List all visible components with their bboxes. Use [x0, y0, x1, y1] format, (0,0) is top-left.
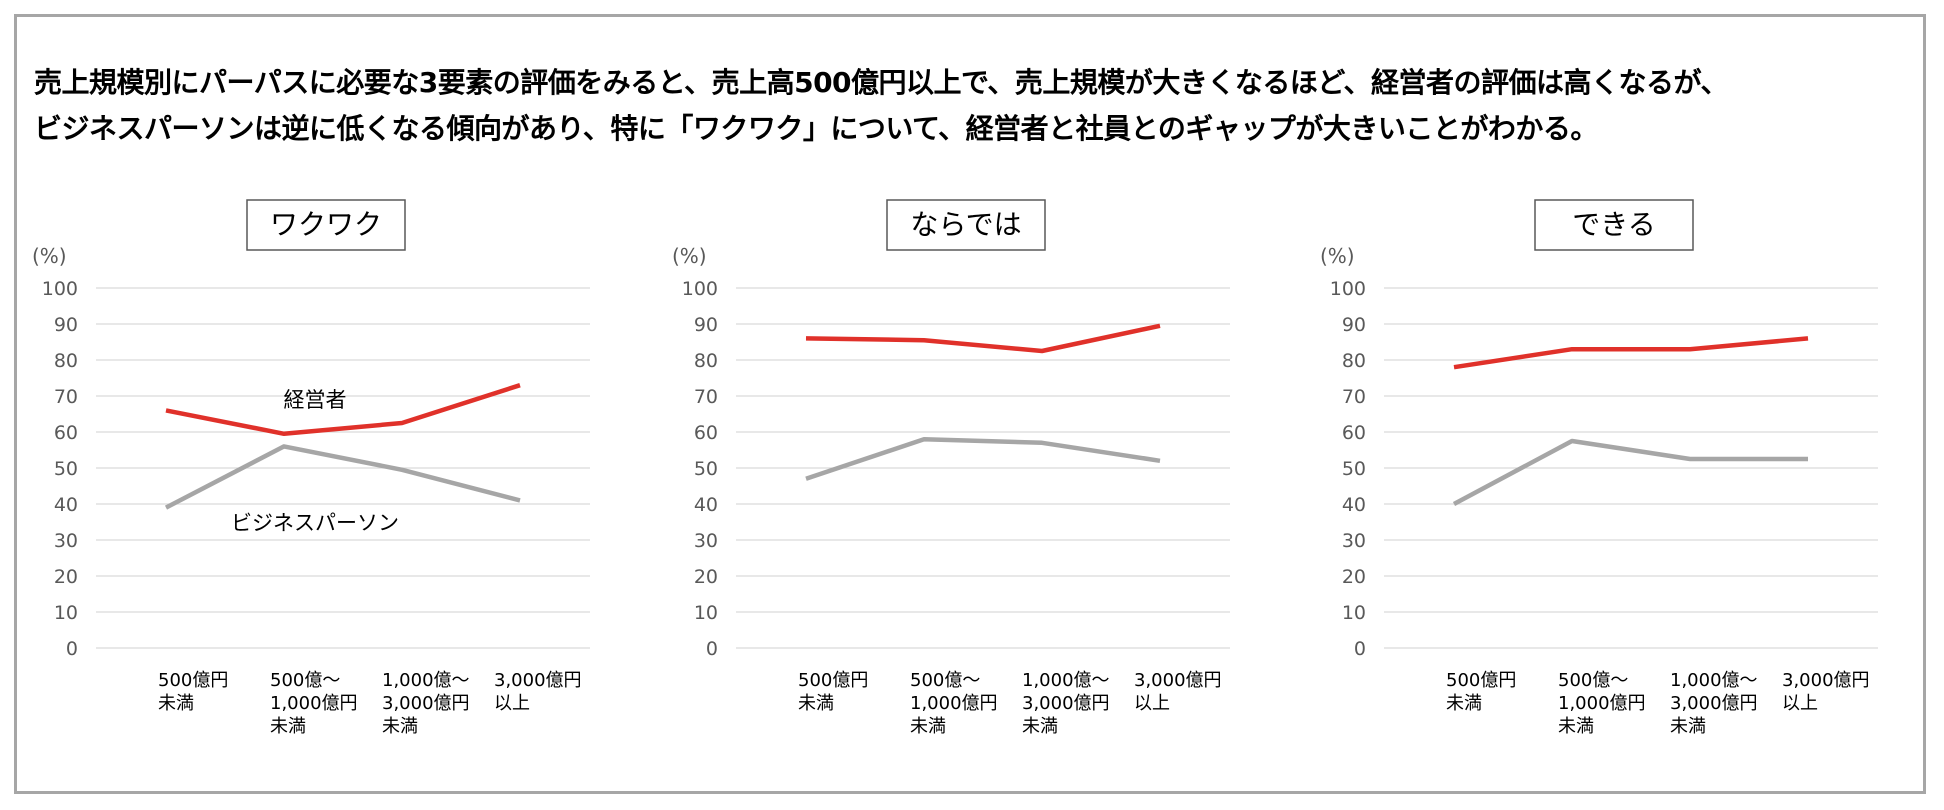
x-category-label: 1,000億円	[1558, 693, 1646, 714]
x-category-label: 1,000億円	[910, 693, 998, 714]
x-category-label: 未満	[1670, 716, 1706, 737]
chart-naradewa: ならでは(%)0102030405060708090100500億円未満500億…	[672, 199, 1230, 737]
chart-title: ならでは	[910, 208, 1021, 241]
y-tick-label: 60	[1342, 422, 1366, 444]
y-tick-label: 50	[54, 458, 78, 480]
y-tick-label: 40	[1342, 494, 1366, 516]
x-category-label: 1,000億～	[1670, 670, 1758, 691]
x-category-label: 未満	[270, 716, 306, 737]
series-label: ビジネスパーソン	[231, 511, 399, 535]
chart-title-box	[1534, 199, 1694, 251]
y-tick-label: 100	[682, 278, 718, 300]
x-category-label: 500億～	[270, 670, 340, 691]
chart-title-box	[886, 199, 1046, 251]
y-axis-unit-label: (%)	[672, 244, 707, 268]
y-tick-label: 60	[694, 422, 718, 444]
series-line-executive	[805, 323, 1161, 354]
y-tick-label: 20	[1342, 566, 1366, 588]
y-tick-label: 0	[706, 638, 718, 660]
series-line-executive	[165, 383, 521, 437]
x-category-label: 未満	[798, 693, 834, 714]
y-axis-unit-label: (%)	[1320, 244, 1355, 268]
y-tick-label: 70	[54, 386, 78, 408]
chart-title: できる	[1572, 208, 1655, 241]
x-category-label: 3,000億円	[494, 670, 582, 691]
x-category-label: 以上	[1134, 693, 1170, 714]
headline-line-1: 売上規模別にパーパスに必要な3要素の評価をみると、売上高500億円以上で、売上規…	[34, 66, 1728, 99]
x-category-label: 未満	[1558, 716, 1594, 737]
x-category-label: 1,000億～	[382, 670, 470, 691]
x-category-label: 以上	[494, 693, 530, 714]
chart-dekiru: できる(%)0102030405060708090100500億円未満500億～…	[1320, 199, 1878, 737]
figure-frame	[14, 14, 1926, 794]
x-category-label: 未満	[382, 716, 418, 737]
y-tick-label: 10	[1342, 602, 1366, 624]
y-tick-label: 20	[54, 566, 78, 588]
x-category-label: 未満	[1022, 716, 1058, 737]
headline-line-2: ビジネスパーソンは逆に低くなる傾向があり、特に「ワクワク」について、経営者と社員…	[34, 112, 1598, 145]
x-category-label: 以上	[1782, 693, 1818, 714]
y-tick-label: 80	[694, 350, 718, 372]
x-category-label: 3,000億円	[382, 693, 470, 714]
y-tick-label: 100	[1330, 278, 1366, 300]
y-tick-label: 80	[1342, 350, 1366, 372]
y-tick-label: 90	[1342, 314, 1366, 336]
y-tick-label: 80	[54, 350, 78, 372]
x-category-label: 1,000億～	[1022, 670, 1110, 691]
x-category-label: 500億～	[1558, 670, 1628, 691]
x-category-label: 3,000億円	[1782, 670, 1870, 691]
y-tick-label: 10	[54, 602, 78, 624]
headline: 売上規模別にパーパスに必要な3要素の評価をみると、売上高500億円以上で、売上規…	[34, 60, 1914, 152]
y-axis-unit-label: (%)	[32, 244, 67, 268]
x-category-label: 500億～	[910, 670, 980, 691]
y-tick-label: 100	[42, 278, 78, 300]
y-tick-label: 10	[694, 602, 718, 624]
y-tick-label: 0	[1354, 638, 1366, 660]
y-tick-label: 30	[54, 530, 78, 552]
series-line-business-person	[164, 444, 521, 510]
chart-wakuwaku: ワクワク(%)0102030405060708090100500億円未満500億…	[32, 199, 590, 737]
series-line-executive	[1453, 336, 1809, 370]
x-category-label: 1,000億円	[270, 693, 358, 714]
y-tick-label: 0	[66, 638, 78, 660]
x-category-label: 3,000億円	[1022, 693, 1110, 714]
y-tick-label: 30	[694, 530, 718, 552]
y-tick-label: 50	[694, 458, 718, 480]
x-category-label: 500億円	[798, 670, 868, 691]
x-category-label: 未満	[910, 716, 946, 737]
y-tick-label: 30	[1342, 530, 1366, 552]
y-tick-label: 20	[694, 566, 718, 588]
x-category-label: 未満	[1446, 693, 1482, 714]
y-tick-label: 90	[694, 314, 718, 336]
x-category-label: 500億円	[1446, 670, 1516, 691]
x-category-label: 未満	[158, 693, 194, 714]
y-tick-label: 50	[1342, 458, 1366, 480]
x-category-label: 3,000億円	[1134, 670, 1222, 691]
series-label: 経営者	[284, 388, 347, 412]
y-tick-label: 70	[694, 386, 718, 408]
y-tick-label: 40	[694, 494, 718, 516]
y-tick-label: 90	[54, 314, 78, 336]
chart-title-box	[246, 199, 406, 251]
x-category-label: 500億円	[158, 670, 228, 691]
y-tick-label: 40	[54, 494, 78, 516]
series-line-business-person	[805, 436, 1161, 481]
y-tick-label: 70	[1342, 386, 1366, 408]
series-line-business-person	[1452, 438, 1808, 506]
y-tick-label: 60	[54, 422, 78, 444]
chart-title: ワクワク	[270, 208, 382, 241]
x-category-label: 3,000億円	[1670, 693, 1758, 714]
